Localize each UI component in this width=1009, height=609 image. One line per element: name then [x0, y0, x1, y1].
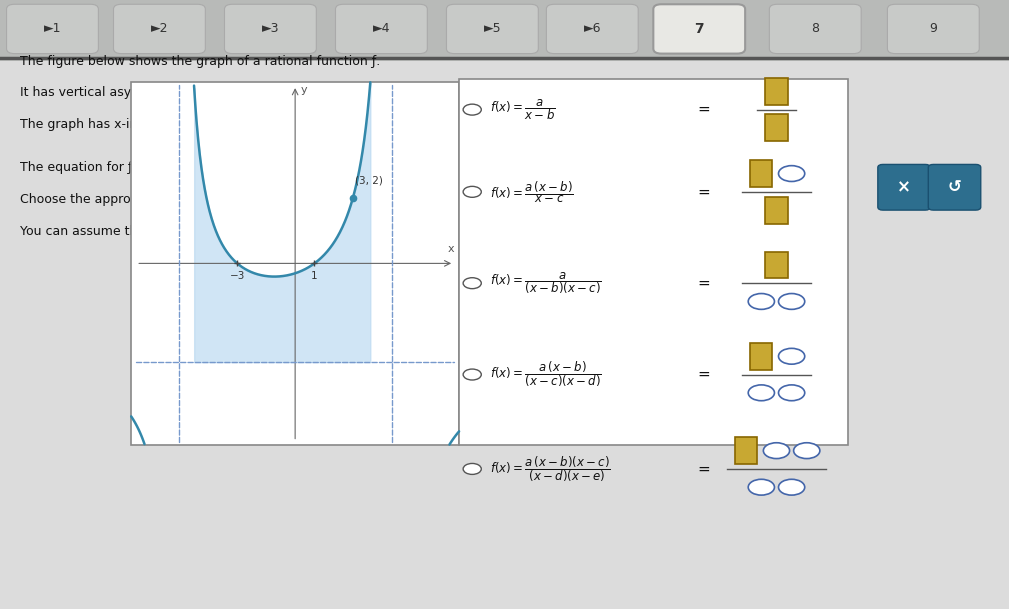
Circle shape: [779, 385, 805, 401]
Text: =: =: [697, 185, 710, 199]
Circle shape: [794, 443, 820, 459]
FancyBboxPatch shape: [888, 4, 979, 54]
Text: $f(x) = \dfrac{a\,(x - b)}{(x-c)(x-d)}$: $f(x) = \dfrac{a\,(x - b)}{(x-c)(x-d)}$: [490, 360, 602, 389]
Text: ↺: ↺: [947, 178, 962, 196]
Bar: [459, 79, 848, 445]
FancyBboxPatch shape: [335, 4, 427, 54]
FancyBboxPatch shape: [446, 4, 538, 54]
Text: $f(x) = \dfrac{a\,(x - b)}{x - c}$: $f(x) = \dfrac{a\,(x - b)}{x - c}$: [490, 179, 574, 205]
FancyBboxPatch shape: [751, 343, 773, 370]
Text: ►5: ►5: [483, 23, 501, 35]
Bar: [0, 0, 1009, 58]
Text: 8: 8: [811, 23, 819, 35]
Text: =: =: [697, 276, 710, 290]
Circle shape: [749, 294, 775, 309]
Text: =: =: [697, 367, 710, 382]
Text: ►4: ►4: [372, 23, 390, 35]
Text: ×: ×: [897, 178, 911, 196]
FancyBboxPatch shape: [224, 4, 317, 54]
Circle shape: [779, 166, 805, 181]
Text: ►6: ►6: [583, 23, 601, 35]
Text: (3, 2): (3, 2): [355, 175, 382, 185]
Text: ►3: ►3: [261, 23, 279, 35]
FancyBboxPatch shape: [766, 114, 788, 141]
Text: $f(x) = \dfrac{a}{(x-b)(x-c)}$: $f(x) = \dfrac{a}{(x-b)(x-c)}$: [490, 270, 602, 296]
Circle shape: [463, 278, 481, 289]
Circle shape: [749, 479, 775, 495]
Circle shape: [764, 443, 790, 459]
Bar: [131, 82, 459, 445]
FancyBboxPatch shape: [736, 437, 758, 464]
FancyBboxPatch shape: [751, 160, 773, 187]
Text: ►1: ►1: [43, 23, 62, 35]
FancyBboxPatch shape: [113, 4, 206, 54]
Circle shape: [779, 348, 805, 364]
Text: 7: 7: [694, 22, 704, 36]
Circle shape: [463, 104, 481, 115]
FancyBboxPatch shape: [766, 197, 788, 224]
FancyBboxPatch shape: [878, 164, 930, 210]
FancyBboxPatch shape: [766, 78, 788, 105]
FancyBboxPatch shape: [770, 4, 862, 54]
Text: =: =: [697, 102, 710, 117]
FancyBboxPatch shape: [654, 4, 745, 54]
Text: =: =: [697, 462, 710, 476]
Text: The figure below shows the graph of a rational function ƒ.: The figure below shows the graph of a ra…: [20, 55, 380, 68]
Text: The graph has x-intercepts 1 and −3, and it passes through the point (3, 2).: The graph has x-intercepts 1 and −3, and…: [20, 118, 495, 131]
Text: You can assume that ƒ(x) is in simplest form.: You can assume that ƒ(x) is in simplest …: [20, 225, 299, 238]
Text: The equation for ƒ(x) has one of the five forms shown below.: The equation for ƒ(x) has one of the fiv…: [20, 161, 399, 174]
Text: 9: 9: [929, 23, 937, 35]
Text: 1: 1: [311, 270, 318, 281]
Circle shape: [463, 186, 481, 197]
Circle shape: [779, 294, 805, 309]
Text: $f(x) = \dfrac{a}{x - b}$: $f(x) = \dfrac{a}{x - b}$: [490, 97, 556, 122]
Circle shape: [463, 369, 481, 380]
Text: ►2: ►2: [150, 23, 169, 35]
Circle shape: [749, 385, 775, 401]
Text: It has vertical asymptotes x = 5 and x = −6, and horizontal asymptote y = −3.: It has vertical asymptotes x = 5 and x =…: [20, 86, 509, 99]
Circle shape: [779, 479, 805, 495]
FancyBboxPatch shape: [547, 4, 638, 54]
Text: −3: −3: [230, 270, 245, 281]
Text: $f(x) = \dfrac{a\,(x-b)(x-c)}{(x-d)(x-e)}$: $f(x) = \dfrac{a\,(x-b)(x-c)}{(x-d)(x-e)…: [490, 454, 611, 484]
Text: x: x: [447, 244, 454, 255]
Text: y: y: [301, 85, 307, 95]
Circle shape: [463, 463, 481, 474]
FancyBboxPatch shape: [928, 164, 981, 210]
FancyBboxPatch shape: [6, 4, 98, 54]
FancyBboxPatch shape: [766, 252, 788, 278]
Text: Choose the appropriate form for ƒ(x), and then write the equation.: Choose the appropriate form for ƒ(x), an…: [20, 193, 435, 206]
